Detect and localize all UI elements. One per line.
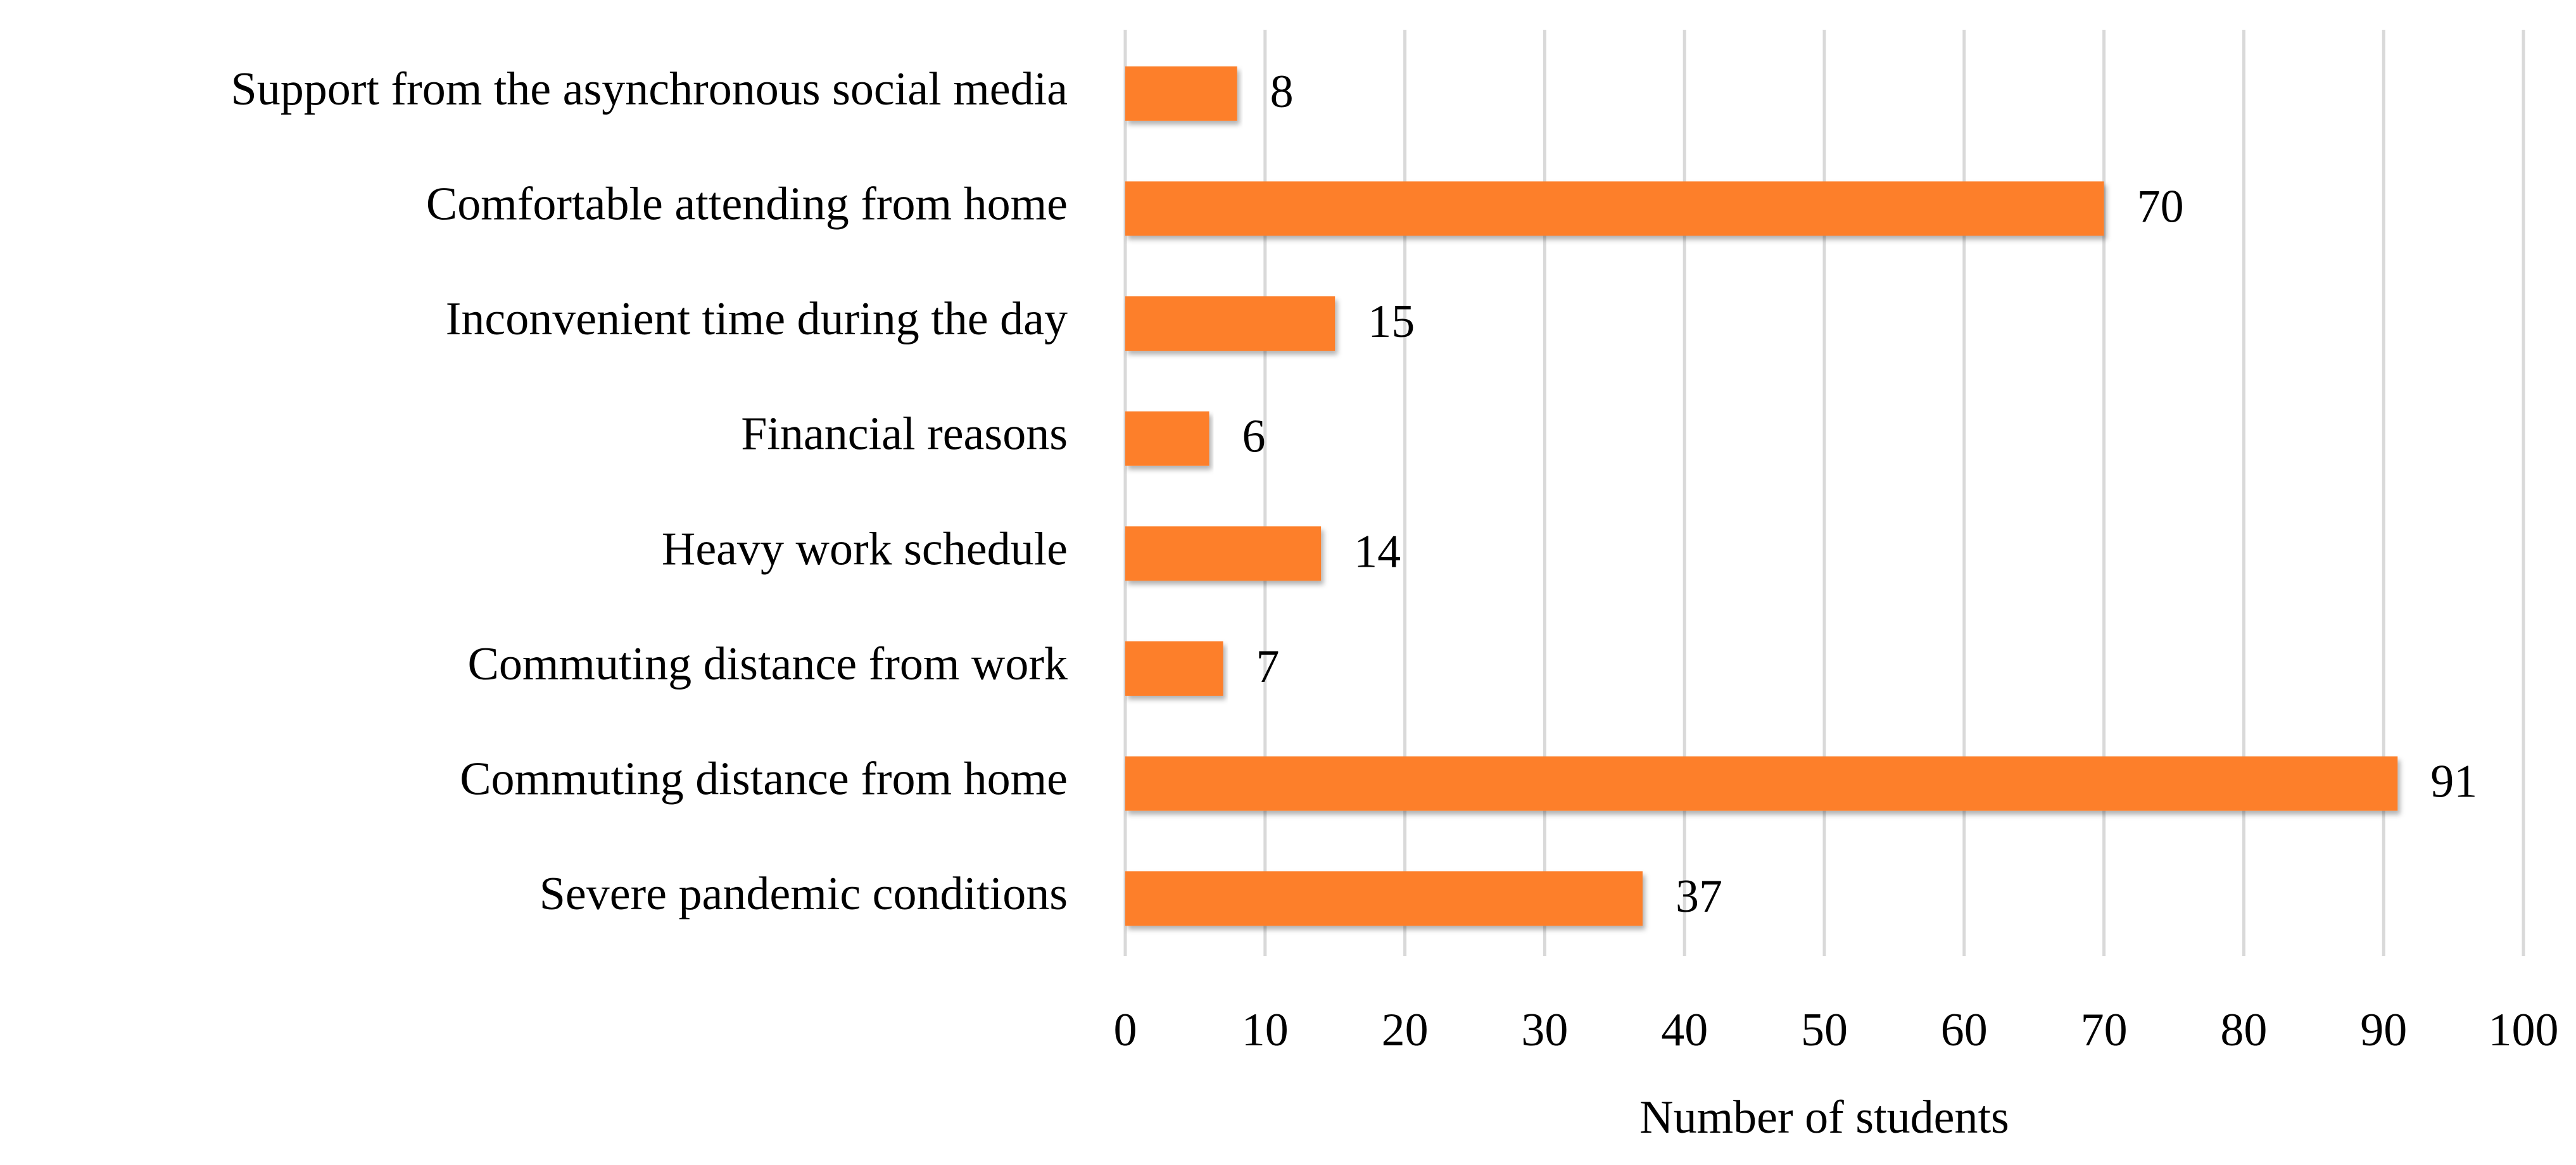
- data-label: 14: [1354, 526, 1401, 577]
- data-label: 37: [1676, 871, 1722, 923]
- data-label: 15: [1368, 296, 1415, 348]
- y-tick-label: Support from the asynchronous social med…: [231, 63, 1068, 115]
- y-tick-label: Commuting distance from home: [460, 753, 1068, 805]
- bar: [1125, 411, 1209, 466]
- y-tick-label: Comfortable attending from home: [426, 178, 1068, 230]
- bar: [1125, 181, 2104, 236]
- x-tick-label: 60: [1941, 1004, 1988, 1056]
- x-tick-label: 90: [2360, 1004, 2407, 1056]
- x-tick-label: 10: [1242, 1004, 1289, 1056]
- x-tick-label: 80: [2220, 1004, 2267, 1056]
- x-tick-label: 70: [2081, 1004, 2128, 1056]
- x-tick-label: 50: [1801, 1004, 1848, 1056]
- y-tick-label: Heavy work schedule: [662, 523, 1068, 575]
- x-tick-label: 20: [1382, 1004, 1429, 1056]
- x-tick-label: 100: [2489, 1004, 2559, 1056]
- bar: [1125, 296, 1335, 351]
- data-label: 8: [1270, 66, 1294, 118]
- bar: [1125, 641, 1223, 696]
- bar: [1125, 66, 1237, 121]
- x-tick-label: 40: [1661, 1004, 1708, 1056]
- y-tick-label: Inconvenient time during the day: [446, 293, 1068, 345]
- data-label: 91: [2430, 756, 2477, 808]
- data-label: 7: [1256, 641, 1280, 693]
- x-tick-label: 0: [1114, 1004, 1137, 1056]
- x-axis-title: Number of students: [1639, 1092, 2009, 1143]
- x-tick-label: 30: [1521, 1004, 1568, 1056]
- bar: [1125, 756, 2398, 811]
- y-tick-label: Financial reasons: [741, 408, 1068, 460]
- data-label: 6: [1242, 411, 1265, 463]
- bar: [1125, 871, 1643, 926]
- y-tick-label: Severe pandemic conditions: [540, 868, 1068, 920]
- y-tick-label: Commuting distance from work: [468, 638, 1068, 690]
- bar: [1125, 526, 1322, 581]
- data-label: 70: [2137, 180, 2184, 232]
